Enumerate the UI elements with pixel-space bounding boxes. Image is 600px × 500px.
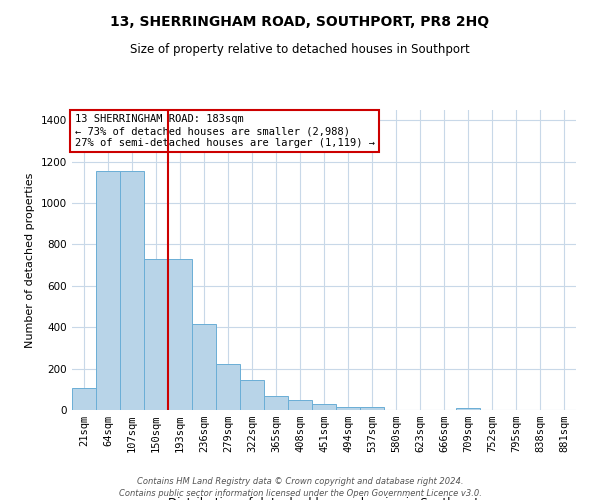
Bar [264, 396, 288, 410]
Bar [240, 380, 264, 410]
Bar [288, 400, 312, 410]
Bar [360, 407, 384, 410]
Bar [120, 171, 144, 410]
Text: 13, SHERRINGHAM ROAD, SOUTHPORT, PR8 2HQ: 13, SHERRINGHAM ROAD, SOUTHPORT, PR8 2HQ [110, 15, 490, 29]
Bar [456, 408, 480, 410]
Bar [336, 407, 360, 410]
Bar [144, 259, 168, 410]
Bar [168, 259, 192, 410]
Bar [192, 324, 216, 410]
Y-axis label: Number of detached properties: Number of detached properties [25, 172, 35, 348]
Bar [72, 388, 96, 410]
Bar [96, 171, 120, 410]
Text: Contains HM Land Registry data © Crown copyright and database right 2024.
Contai: Contains HM Land Registry data © Crown c… [119, 476, 481, 498]
X-axis label: Distribution of detached houses by size in Southport: Distribution of detached houses by size … [169, 497, 479, 500]
Text: 13 SHERRINGHAM ROAD: 183sqm
← 73% of detached houses are smaller (2,988)
27% of : 13 SHERRINGHAM ROAD: 183sqm ← 73% of det… [74, 114, 374, 148]
Bar [216, 364, 240, 410]
Text: Size of property relative to detached houses in Southport: Size of property relative to detached ho… [130, 42, 470, 56]
Bar [312, 404, 336, 410]
